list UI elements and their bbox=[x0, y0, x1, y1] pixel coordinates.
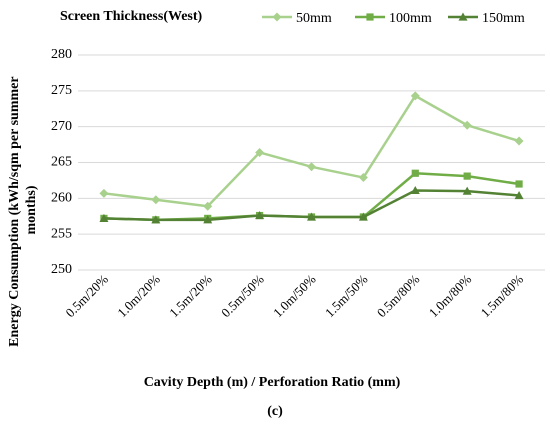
data-point bbox=[203, 215, 213, 224]
data-point bbox=[255, 211, 265, 220]
series-150mm bbox=[99, 185, 524, 224]
x-axis-ticks: 0.5m/20% 1.0m/20% 1.5m/20% 0.5m/50% 1.0m/50%… bbox=[62, 271, 526, 320]
data-point bbox=[514, 190, 524, 200]
x-tick-label: 1.0m/50% bbox=[270, 271, 319, 320]
legend-item: 50mm bbox=[262, 11, 332, 26]
data-point bbox=[358, 173, 368, 183]
y-tick-label: 260 bbox=[51, 191, 72, 206]
data-point bbox=[462, 186, 472, 195]
y-tick-label: 270 bbox=[51, 119, 72, 134]
data-point bbox=[307, 212, 316, 221]
y-tick-label: 255 bbox=[51, 226, 72, 241]
data-point bbox=[514, 136, 524, 146]
x-axis-label: Cavity Depth (m) / Perforation Ratio (mm… bbox=[144, 375, 401, 390]
legend-label: 150mm bbox=[482, 11, 525, 26]
data-point bbox=[458, 12, 468, 21]
legend-label: 50mm bbox=[296, 11, 332, 26]
y-tick-label: 265 bbox=[51, 155, 72, 170]
legend-item: 100mm bbox=[355, 11, 432, 26]
data-point bbox=[307, 162, 316, 172]
data-point bbox=[358, 212, 368, 221]
x-tick-label: 0.5m/20% bbox=[62, 271, 111, 320]
data-point bbox=[99, 213, 109, 222]
data-point bbox=[255, 147, 265, 157]
y-axis-label-line-1: Energy Consumption (kWh/sqm per summer bbox=[7, 77, 22, 347]
data-point bbox=[411, 169, 419, 177]
data-point bbox=[410, 91, 420, 101]
legend: 50mm 100mm 150mm bbox=[262, 11, 525, 26]
data-point bbox=[151, 195, 161, 205]
y-axis-label: Energy Consumption (kWh/sqm per summer m… bbox=[7, 73, 39, 347]
figure-caption: (c) bbox=[267, 404, 283, 419]
x-tick-label: 1.5m/20% bbox=[166, 271, 215, 320]
x-tick-label: 1.5m/50% bbox=[322, 271, 371, 320]
x-tick-label: 1.5m/80% bbox=[478, 271, 527, 320]
y-tick-label: 250 bbox=[51, 262, 72, 277]
x-tick-label: 0.5m/80% bbox=[374, 271, 423, 320]
data-point bbox=[515, 180, 523, 188]
x-tick-label: 0.5m/50% bbox=[218, 271, 267, 320]
x-tick-label: 1.0m/80% bbox=[426, 271, 475, 320]
data-point bbox=[99, 188, 109, 198]
legend-item: 150mm bbox=[448, 11, 525, 26]
series-line bbox=[103, 94, 520, 208]
series-layer bbox=[99, 91, 524, 224]
data-point bbox=[410, 185, 420, 195]
data-point bbox=[151, 215, 161, 224]
y-tick-label: 275 bbox=[51, 83, 72, 98]
chart-title: Screen Thickness(West) bbox=[60, 9, 203, 24]
data-point bbox=[272, 12, 282, 22]
data-point bbox=[203, 201, 213, 211]
legend-label: 100mm bbox=[389, 11, 432, 26]
y-tick-label: 280 bbox=[51, 47, 72, 62]
series-50mm bbox=[99, 91, 524, 211]
data-point bbox=[366, 13, 374, 21]
y-axis-label-line-2: months) bbox=[24, 185, 39, 234]
data-point bbox=[463, 172, 471, 180]
y-axis-ticks: 250 255 260 265 270 275 280 bbox=[51, 47, 72, 277]
x-tick-label: 1.0m/20% bbox=[114, 271, 163, 320]
data-point bbox=[462, 120, 472, 130]
